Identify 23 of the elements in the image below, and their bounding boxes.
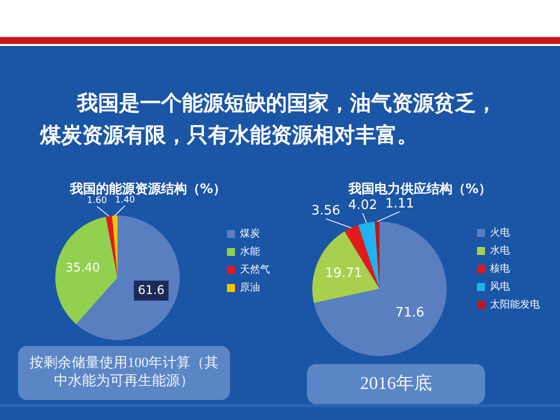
text: 按剩余储量使用100年计算（其中水能为可再生能源）: [28, 354, 220, 391]
text: 煤炭资源有限，只有水能资源相对丰富。: [40, 123, 418, 148]
legend-label: 太阳能发电: [490, 298, 540, 311]
legend-label: 风电: [490, 280, 510, 293]
text: 2016年底: [360, 372, 432, 396]
legend-label: 火电: [490, 226, 510, 239]
legend-label: 核电: [489, 262, 510, 275]
text: 我国是一个能源短缺的国家，油气资源贫乏，: [77, 91, 497, 116]
legend-label: 水能: [240, 246, 260, 258]
data-label: 1.60: [86, 196, 108, 206]
legend-label: 天然气: [240, 264, 270, 276]
legend-label: 水电: [490, 244, 510, 257]
data-label: 35.40: [66, 260, 100, 274]
data-label: 71.6: [395, 306, 424, 321]
legend-label: 原油: [240, 282, 260, 294]
data-label: 1.11: [385, 196, 414, 212]
data-label: 61.6: [138, 282, 165, 297]
legend-label: 煤炭: [240, 228, 260, 240]
chart-title: 我国电力供应结构（%）: [347, 181, 492, 198]
data-label: 4.02: [348, 198, 378, 213]
data-label: 19.71: [325, 266, 362, 281]
data-label: 3.56: [311, 204, 340, 219]
data-label: 1.40: [114, 196, 136, 206]
